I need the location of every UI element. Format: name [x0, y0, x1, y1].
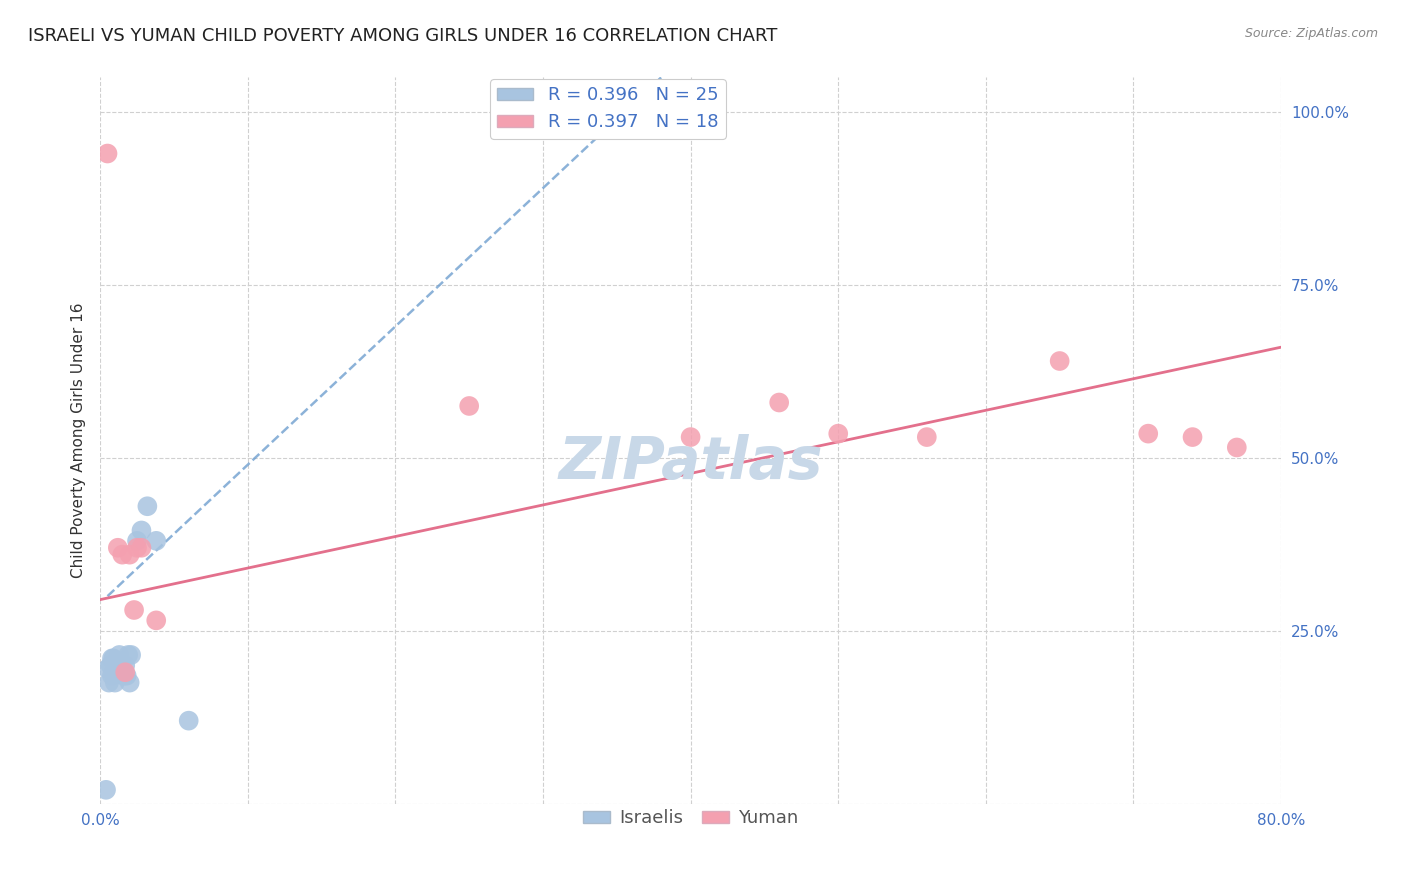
Point [145, 533, 167, 548]
Point [122, 603, 145, 617]
Point [104, 662, 127, 676]
Point [1049, 354, 1071, 368]
Point [117, 648, 139, 662]
Point [118, 675, 141, 690]
Text: ISRAELI VS YUMAN CHILD POVERTY AMONG GIRLS UNDER 16 CORRELATION CHART: ISRAELI VS YUMAN CHILD POVERTY AMONG GIR… [28, 27, 778, 45]
Text: ZIPatlas: ZIPatlas [558, 434, 823, 491]
Point [827, 426, 849, 441]
Point [101, 669, 124, 683]
Point [111, 548, 134, 562]
Point [96, 662, 118, 676]
Point [768, 395, 790, 409]
Point [1137, 426, 1160, 441]
Point [110, 658, 132, 673]
Legend: Israelis, Yuman: Israelis, Yuman [576, 802, 806, 835]
Point [108, 648, 131, 662]
Point [136, 500, 159, 514]
Point [105, 655, 128, 669]
Point [145, 613, 167, 627]
Point [915, 430, 938, 444]
Point [1226, 441, 1249, 455]
Point [120, 648, 142, 662]
Point [107, 541, 129, 555]
Point [1181, 430, 1204, 444]
Point [125, 541, 148, 555]
Point [177, 714, 200, 728]
Point [131, 524, 153, 538]
Point [94, 782, 117, 797]
Point [458, 399, 481, 413]
Point [107, 658, 129, 673]
Point [114, 658, 136, 673]
Point [100, 658, 122, 673]
Point [101, 651, 124, 665]
Point [114, 665, 136, 680]
Point [118, 548, 141, 562]
Point [125, 533, 148, 548]
Point [111, 662, 134, 676]
Y-axis label: Child Poverty Among Girls Under 16: Child Poverty Among Girls Under 16 [72, 302, 86, 578]
Point [115, 669, 138, 683]
Point [679, 430, 702, 444]
Point [98, 675, 121, 690]
Point [103, 651, 125, 665]
Point [112, 669, 135, 683]
Point [131, 541, 153, 555]
Text: Source: ZipAtlas.com: Source: ZipAtlas.com [1244, 27, 1378, 40]
Point [104, 675, 127, 690]
Point [96, 146, 118, 161]
